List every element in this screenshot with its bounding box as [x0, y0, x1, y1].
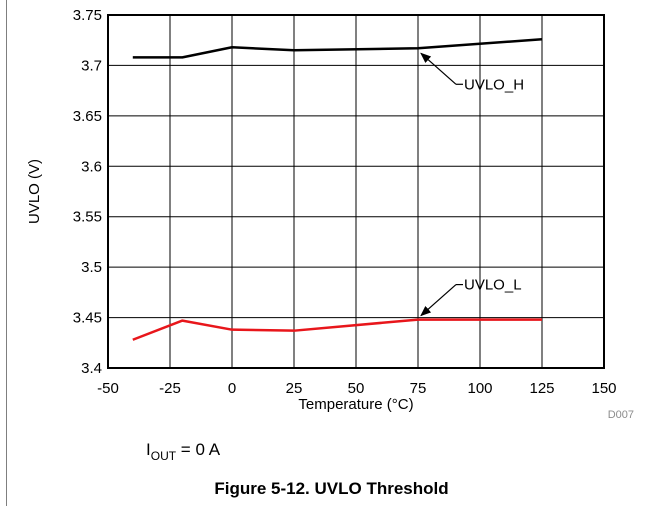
series-line-uvlo_h [132, 37, 543, 59]
x-tick-label: 50 [348, 380, 365, 397]
x-tick-label: 125 [529, 380, 554, 397]
x-axis-title: Temperature (°C) [298, 396, 413, 413]
series-label-uvlo_l: UVLO_L [464, 277, 522, 294]
figure-caption: Figure 5-12. UVLO Threshold [214, 479, 449, 498]
condition-value: = 0 A [176, 440, 221, 459]
callout-arrow-uvlo_h [420, 52, 457, 85]
series-callouts: UVLO_H UVLO_L [420, 52, 524, 317]
y-tick-label: 3.7 [81, 57, 102, 74]
x-tick-label: 0 [228, 380, 236, 397]
y-tick-label: 3.45 [73, 310, 102, 327]
y-tick-label: 3.4 [81, 360, 102, 377]
y-tick-label: 3.55 [73, 209, 102, 226]
x-tick-label: 75 [410, 380, 427, 397]
x-tick-label: 100 [467, 380, 492, 397]
series-label-uvlo_h: UVLO_H [464, 76, 524, 93]
y-tick-label: 3.65 [73, 108, 102, 125]
condition-symbol: I [146, 440, 151, 459]
x-tick-label: -25 [159, 380, 181, 397]
series-lines [132, 37, 543, 341]
x-tick-label: 25 [286, 380, 303, 397]
figure-code: D007 [608, 409, 634, 421]
test-condition: IOUT = 0 A [146, 440, 220, 463]
y-tick-label: 3.5 [81, 259, 102, 276]
x-tick-label: -50 [97, 380, 119, 397]
grid [108, 15, 604, 368]
y-tick-labels: 3.4 3.45 3.5 3.55 3.6 3.65 3.7 3.75 [73, 7, 102, 377]
y-axis-title: UVLO (V) [26, 159, 43, 224]
page-border [6, 0, 7, 506]
x-tick-label: 150 [591, 380, 616, 397]
plot-border [107, 14, 605, 369]
y-tick-label: 3.6 [81, 158, 102, 175]
series-line-uvlo_l [132, 318, 542, 341]
x-tick-labels: -50 -25 0 25 50 75 100 125 150 [97, 380, 616, 397]
y-tick-label: 3.75 [73, 7, 102, 24]
callout-arrow-uvlo_l [420, 284, 457, 317]
uvlo-chart: 3.4 3.45 3.5 3.55 3.6 3.65 3.7 3.75 -50 -25 0 25 50… [26, 7, 634, 421]
condition-subscript: OUT [150, 449, 177, 463]
